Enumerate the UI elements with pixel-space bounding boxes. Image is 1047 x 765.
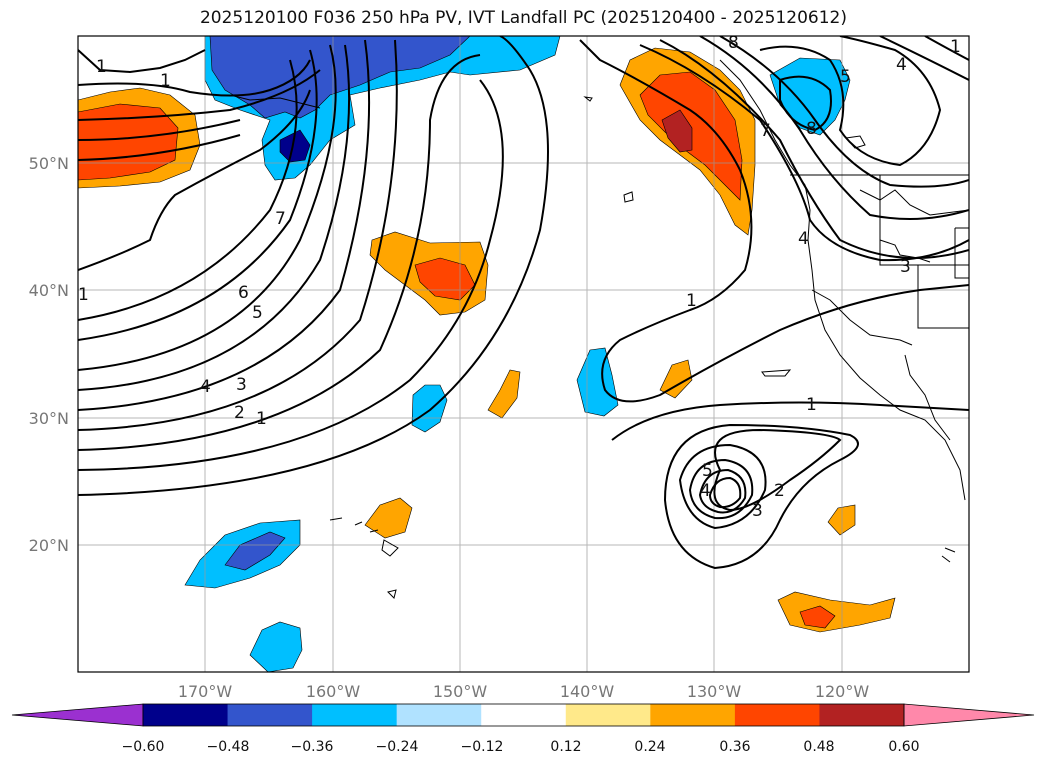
lat-tick-label: 40°N bbox=[29, 281, 69, 300]
colorbar-tick-label: −0.12 bbox=[461, 739, 504, 755]
contour-label: 1 bbox=[160, 71, 171, 91]
colorbar-bin bbox=[396, 704, 482, 726]
contour-label: 1 bbox=[256, 409, 267, 429]
colorbar-tick-label: 0.24 bbox=[634, 739, 665, 755]
negative-anomaly-region bbox=[249, 621, 303, 672]
lon-tick-label: 160°W bbox=[306, 682, 361, 701]
lat-tick-labels: 20°N 30°N 40°N 50°N bbox=[29, 154, 69, 555]
contour-label: 4 bbox=[200, 377, 211, 397]
contour-label: 5 bbox=[252, 303, 263, 323]
lon-tick-label: 140°W bbox=[560, 682, 615, 701]
contour-label: 7 bbox=[760, 121, 771, 141]
colorbar-bin bbox=[481, 704, 567, 726]
coastlines bbox=[229, 59, 969, 599]
positive-anomaly-region bbox=[364, 497, 413, 539]
contour-label: 2 bbox=[234, 403, 245, 423]
colorbar-tick-label: −0.60 bbox=[122, 739, 165, 755]
lon-tick-labels: 170°W 160°W 150°W 140°W 130°W 120°W bbox=[178, 682, 870, 701]
colorbar-tick-label: −0.48 bbox=[207, 739, 250, 755]
gridlines bbox=[78, 36, 969, 672]
contour-label: 8 bbox=[806, 119, 817, 139]
contour-label: 5 bbox=[702, 461, 713, 481]
colorbar-bin bbox=[312, 704, 398, 726]
positive-anomaly-peak bbox=[661, 109, 693, 153]
contour-label: 4 bbox=[896, 55, 907, 75]
colorbar-labels: −0.60 −0.48 −0.36 −0.24 −0.12 0.12 0.24 … bbox=[122, 739, 920, 755]
colorbar-bin bbox=[565, 704, 651, 726]
positive-anomaly-region bbox=[659, 359, 693, 399]
contour-label: 1 bbox=[686, 291, 697, 311]
contour-label: 3 bbox=[752, 501, 763, 521]
contour-label: 4 bbox=[700, 481, 711, 501]
negative-anomaly-peak bbox=[279, 129, 311, 163]
colorbar bbox=[11, 703, 1035, 727]
contour-label: 1 bbox=[96, 57, 107, 77]
lon-tick-label: 170°W bbox=[178, 682, 233, 701]
lon-tick-label: 130°W bbox=[687, 682, 742, 701]
colorbar-extend-max bbox=[903, 703, 1035, 727]
colorbar-tick-label: 0.36 bbox=[719, 739, 750, 755]
contour-label: 6 bbox=[238, 283, 249, 303]
colorbar-tick-label: 0.60 bbox=[888, 739, 919, 755]
contour-label: 5 bbox=[840, 67, 851, 87]
contour-label: 1 bbox=[950, 37, 961, 57]
chart-title: 2025120100 F036 250 hPa PV, IVT Landfall… bbox=[199, 8, 847, 28]
positive-anomaly-region bbox=[777, 591, 896, 633]
contour-label: 2 bbox=[774, 481, 785, 501]
lon-tick-label: 150°W bbox=[433, 682, 488, 701]
contour-label: 7 bbox=[275, 209, 286, 229]
colorbar-bin bbox=[734, 704, 820, 726]
contour-label: 3 bbox=[236, 375, 247, 395]
colorbar-bin bbox=[650, 704, 736, 726]
colorbar-bin bbox=[819, 704, 905, 726]
positive-anomaly-core bbox=[799, 605, 836, 629]
pv-contours bbox=[78, 36, 969, 570]
colorbar-tick-label: 0.12 bbox=[550, 739, 581, 755]
colorbar-tick-label: 0.48 bbox=[803, 739, 834, 755]
colorbar-extend-min bbox=[11, 703, 144, 727]
lat-tick-label: 30°N bbox=[29, 409, 69, 428]
contour-label: 4 bbox=[798, 229, 809, 249]
lat-tick-label: 50°N bbox=[29, 154, 69, 173]
contour-label: 3 bbox=[900, 257, 911, 277]
positive-anomaly-region bbox=[487, 369, 521, 419]
map-frame bbox=[77, 35, 970, 673]
lat-tick-label: 20°N bbox=[29, 536, 69, 555]
contour-label: 1 bbox=[78, 285, 89, 305]
colorbar-outline bbox=[142, 703, 905, 727]
contour-labels: 1 1 1 7 6 5 4 3 2 1 1 8 7 5 8 4 4 3 1 1 … bbox=[78, 33, 961, 521]
lon-tick-label: 120°W bbox=[815, 682, 870, 701]
contour-label: 1 bbox=[806, 395, 817, 415]
colorbar-bin bbox=[227, 704, 313, 726]
colorbar-tick-label: −0.36 bbox=[291, 739, 334, 755]
positive-anomaly-core bbox=[78, 103, 179, 181]
negative-anomaly-region bbox=[411, 384, 448, 433]
negative-anomaly-region bbox=[576, 347, 619, 417]
contour-label: 8 bbox=[728, 33, 739, 53]
colorbar-bin bbox=[143, 704, 229, 726]
colorbar-tick-label: −0.24 bbox=[376, 739, 419, 755]
